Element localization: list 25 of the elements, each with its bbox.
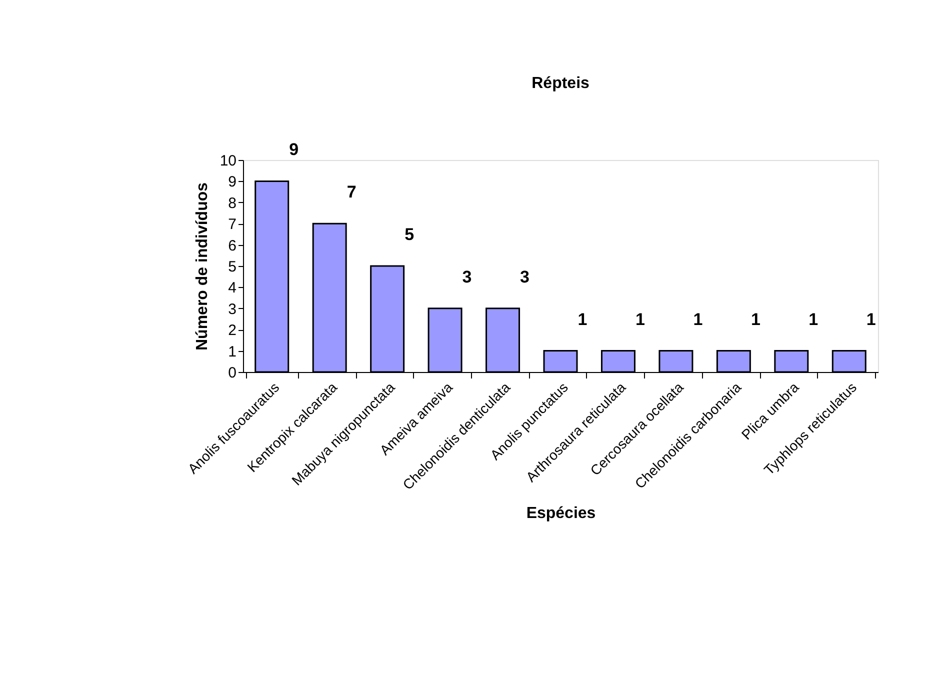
y-tick-label: 10 <box>220 152 236 170</box>
data-label: 1 <box>635 310 645 329</box>
data-label: 1 <box>578 310 588 329</box>
data-label: 7 <box>346 182 356 202</box>
y-tick-label: 4 <box>228 280 236 297</box>
y-tick-label: 6 <box>228 237 236 254</box>
y-tick-label: 7 <box>228 216 236 234</box>
data-label: 3 <box>520 267 530 286</box>
y-tick-label: 8 <box>228 194 236 212</box>
y-tick-label: 3 <box>228 300 236 318</box>
data-label: 1 <box>693 310 703 329</box>
y-tick-label: 0 <box>228 364 236 382</box>
data-label: 1 <box>866 310 876 329</box>
data-label: 1 <box>808 310 818 329</box>
data-label: 5 <box>404 225 414 244</box>
y-tick-label: 2 <box>228 322 236 340</box>
y-tick-label: 5 <box>228 258 236 276</box>
data-label: 9 <box>289 140 299 160</box>
data-label: 3 <box>462 267 472 286</box>
x-axis-title: Espécies <box>526 504 596 522</box>
y-tick-label: 1 <box>228 343 236 360</box>
y-tick-label: 9 <box>228 174 236 191</box>
data-label: 1 <box>750 310 760 329</box>
chart-title: Répteis <box>532 75 590 92</box>
y-axis-title: Número de indivíduos <box>194 182 211 351</box>
